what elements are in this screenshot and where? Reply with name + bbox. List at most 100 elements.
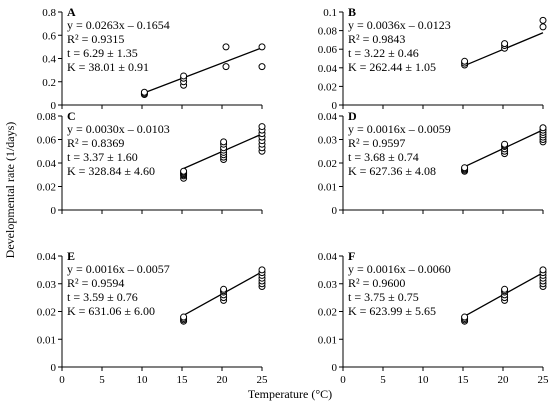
y-tick-label: 0.08 (37, 111, 57, 123)
r-squared: R² = 0.9600 (348, 276, 405, 290)
y-tick-label: 0.04 (37, 251, 57, 263)
y-tick-label: 0.01 (318, 182, 337, 194)
regression-equation: y = 0.0263x – 0.1654 (67, 18, 170, 32)
y-tick-label: 0.03 (318, 135, 338, 147)
y-tick-label: 0.02 (318, 81, 337, 93)
threshold-temperature: t = 3.59 ± 0.76 (67, 290, 138, 304)
data-point (461, 313, 469, 321)
data-point (180, 313, 188, 321)
thermal-constant: K = 623.99 ± 5.65 (348, 304, 436, 318)
r-squared: R² = 0.9597 (348, 136, 405, 150)
y-tick-label: 0.02 (318, 307, 337, 319)
y-tick-label: 0.04 (318, 251, 338, 263)
y-tick-label: 0.06 (318, 44, 338, 56)
y-tick-label: 0.08 (318, 26, 338, 38)
panel-letter: C (67, 109, 76, 123)
thermal-constant: K = 627.36 ± 4.08 (348, 164, 436, 178)
panel-d: 0 0.01 0.02 0.03 0.04 Dy = 0.0016x – 0.0059R²… (318, 109, 547, 217)
data-point (501, 40, 509, 48)
threshold-temperature: t = 3.75 ± 0.75 (348, 290, 419, 304)
data-point (140, 88, 148, 96)
y-tick-label: 0.03 (37, 279, 57, 291)
y-tick-label: 0.06 (37, 135, 57, 147)
data-point (461, 164, 469, 172)
y-tick-label: 0.02 (37, 182, 56, 194)
data-point (461, 57, 469, 65)
data-point (180, 167, 188, 175)
panel-letter: A (67, 5, 76, 19)
y-tick-label: 0 (332, 362, 338, 374)
thermal-constant: K = 328.84 ± 4.60 (67, 164, 155, 178)
data-point (220, 138, 228, 146)
thermal-constant: K = 631.06 ± 6.00 (67, 304, 155, 318)
y-tick-label: 0 (332, 205, 338, 217)
data-point (501, 140, 509, 148)
y-tick-label: 0.01 (37, 334, 56, 346)
data-point (539, 124, 547, 132)
data-point (222, 43, 230, 51)
data-point (539, 266, 547, 274)
x-tick-label: 0 (340, 374, 346, 386)
r-squared: R² = 0.8369 (67, 136, 124, 150)
y-tick-label: 0 (51, 100, 57, 112)
data-point (539, 16, 547, 24)
y-tick-label: 0.02 (37, 307, 56, 319)
panel-b: 0 0.02 0.04 0.06 0.08 0.1 By = 0.0036x – 0.012… (318, 5, 547, 112)
threshold-temperature: t = 3.37 ± 1.60 (67, 150, 138, 164)
x-tick-label: 0 (59, 374, 65, 386)
x-tick-label: 25 (538, 374, 550, 386)
r-squared: R² = 0.9315 (67, 32, 124, 46)
regression-equation: y = 0.0036x – 0.0123 (348, 18, 451, 32)
x-tick-label: 10 (418, 374, 430, 386)
x-axis-label: Temperature (°C) (248, 387, 332, 401)
y-tick-label: 0.04 (318, 63, 338, 75)
y-tick-label: 0.8 (42, 7, 56, 19)
panel-letter: D (348, 109, 357, 123)
y-tick-label: 0.04 (318, 111, 338, 123)
r-squared: R² = 0.9843 (348, 32, 405, 46)
y-tick-label: 0 (51, 205, 57, 217)
regression-equation: y = 0.0016x – 0.0060 (348, 262, 451, 276)
y-tick-label: 0.6 (42, 30, 56, 42)
x-tick-label: 10 (137, 374, 149, 386)
regression-line (144, 47, 263, 94)
x-tick-label: 5 (99, 374, 105, 386)
thermal-constant: K = 38.01 ± 0.91 (67, 60, 149, 74)
regression-equation: y = 0.0016x – 0.0057 (67, 262, 170, 276)
panel-e: 0 0.01 0.02 0.03 0.04 0 5 10 15 20 25 Ey = 0.0016x … (37, 249, 268, 386)
y-tick-label: 0.1 (323, 7, 337, 19)
data-point (539, 23, 547, 31)
x-tick-label: 15 (458, 374, 470, 386)
y-tick-label: 0 (332, 100, 338, 112)
y-tick-label: 0.02 (318, 158, 337, 170)
data-point (220, 285, 228, 293)
y-tick-label: 0.4 (42, 54, 56, 66)
y-tick-label: 0.01 (318, 334, 337, 346)
x-tick-label: 25 (257, 374, 269, 386)
data-point (180, 72, 188, 80)
x-tick-label: 15 (177, 374, 189, 386)
data-point (258, 266, 266, 274)
data-point (501, 285, 509, 293)
regression-equation: y = 0.0016x – 0.0059 (348, 122, 451, 136)
data-point (258, 63, 266, 71)
panel-c: 0 0.02 0.04 0.06 0.08 Cy = 0.0030x – 0.0103R²… (37, 109, 266, 217)
threshold-temperature: t = 6.29 ± 1.35 (67, 46, 138, 60)
data-point (258, 123, 266, 131)
y-tick-label: 0.03 (318, 279, 338, 291)
x-tick-label: 20 (498, 374, 510, 386)
panel-letter: E (67, 249, 75, 263)
panel-letter: B (348, 5, 356, 19)
threshold-temperature: t = 3.68 ± 0.74 (348, 150, 419, 164)
threshold-temperature: t = 3.22 ± 0.46 (348, 46, 419, 60)
y-tick-label: 0.2 (42, 77, 56, 89)
y-axis-label: Developmental rate (1/days) (3, 122, 17, 259)
panel-letter: F (348, 249, 355, 263)
x-tick-label: 20 (217, 374, 229, 386)
y-tick-label: 0 (51, 362, 57, 374)
thermal-constant: K = 262.44 ± 1.05 (348, 60, 436, 74)
regression-equation: y = 0.0030x – 0.0103 (67, 122, 170, 136)
y-tick-label: 0.04 (37, 158, 57, 170)
